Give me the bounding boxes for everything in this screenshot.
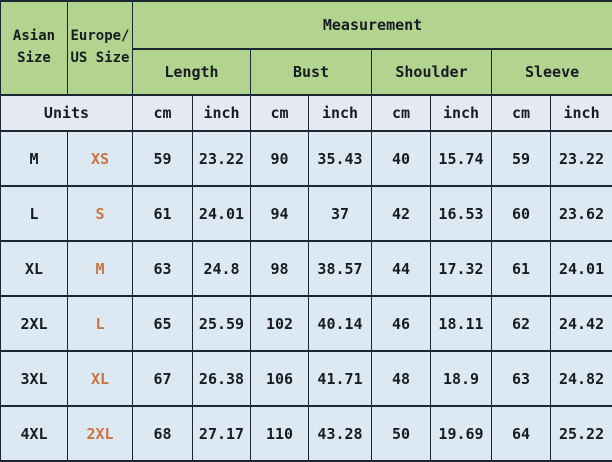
length-cm-cell: 68 bbox=[133, 406, 193, 461]
unit-cell: inch bbox=[309, 95, 372, 131]
bust-cm-cell: 90 bbox=[251, 131, 309, 186]
length-cm-cell: 65 bbox=[133, 296, 193, 351]
shoulder-inch-cell: 16.53 bbox=[431, 186, 492, 241]
length-inch-cell: 25.59 bbox=[193, 296, 251, 351]
shoulder-cm-cell: 42 bbox=[372, 186, 431, 241]
sleeve-cm-cell: 59 bbox=[492, 131, 551, 186]
table-row: 4XL 2XL 68 27.17 110 43.28 50 19.69 64 2… bbox=[1, 406, 612, 461]
table-body: M XS 59 23.22 90 35.43 40 15.74 59 23.22… bbox=[1, 131, 612, 461]
sleeve-cm-cell: 63 bbox=[492, 351, 551, 406]
shoulder-cm-cell: 44 bbox=[372, 241, 431, 296]
bust-cm-cell: 106 bbox=[251, 351, 309, 406]
header-europe-us-size: Europe/US Size bbox=[68, 1, 133, 95]
length-cm-cell: 59 bbox=[133, 131, 193, 186]
asian-size-cell: 2XL bbox=[1, 296, 68, 351]
asian-size-cell: 4XL bbox=[1, 406, 68, 461]
sleeve-inch-cell: 23.62 bbox=[551, 186, 612, 241]
length-inch-cell: 26.38 bbox=[193, 351, 251, 406]
unit-cell: cm bbox=[251, 95, 309, 131]
sleeve-inch-cell: 23.22 bbox=[551, 131, 612, 186]
table-row: L S 61 24.01 94 37 42 16.53 60 23.62 bbox=[1, 186, 612, 241]
sleeve-cm-cell: 61 bbox=[492, 241, 551, 296]
table-row: 2XL L 65 25.59 102 40.14 46 18.11 62 24.… bbox=[1, 296, 612, 351]
shoulder-inch-cell: 19.69 bbox=[431, 406, 492, 461]
asian-size-cell: 3XL bbox=[1, 351, 68, 406]
shoulder-cm-cell: 50 bbox=[372, 406, 431, 461]
europe-us-size-cell: 2XL bbox=[68, 406, 133, 461]
europe-us-size-cell: S bbox=[68, 186, 133, 241]
length-inch-cell: 24.8 bbox=[193, 241, 251, 296]
units-row: Units cm inch cm inch cm inch cm inch bbox=[1, 95, 612, 131]
sleeve-inch-cell: 25.22 bbox=[551, 406, 612, 461]
length-cm-cell: 63 bbox=[133, 241, 193, 296]
table-row: 3XL XL 67 26.38 106 41.71 48 18.9 63 24.… bbox=[1, 351, 612, 406]
bust-cm-cell: 98 bbox=[251, 241, 309, 296]
bust-cm-cell: 94 bbox=[251, 186, 309, 241]
shoulder-inch-cell: 18.9 bbox=[431, 351, 492, 406]
sleeve-inch-cell: 24.82 bbox=[551, 351, 612, 406]
sleeve-inch-cell: 24.42 bbox=[551, 296, 612, 351]
table-row: XL M 63 24.8 98 38.57 44 17.32 61 24.01 bbox=[1, 241, 612, 296]
shoulder-cm-cell: 48 bbox=[372, 351, 431, 406]
table-row: M XS 59 23.22 90 35.43 40 15.74 59 23.22 bbox=[1, 131, 612, 186]
unit-cell: inch bbox=[431, 95, 492, 131]
asian-size-cell: XL bbox=[1, 241, 68, 296]
bust-cm-cell: 110 bbox=[251, 406, 309, 461]
asian-size-cell: M bbox=[1, 131, 68, 186]
shoulder-inch-cell: 18.11 bbox=[431, 296, 492, 351]
bust-inch-cell: 43.28 bbox=[309, 406, 372, 461]
length-inch-cell: 24.01 bbox=[193, 186, 251, 241]
bust-inch-cell: 41.71 bbox=[309, 351, 372, 406]
unit-cell: cm bbox=[492, 95, 551, 131]
bust-inch-cell: 35.43 bbox=[309, 131, 372, 186]
europe-us-size-cell: XL bbox=[68, 351, 133, 406]
sleeve-inch-cell: 24.01 bbox=[551, 241, 612, 296]
header-group-shoulder: Shoulder bbox=[372, 49, 492, 95]
europe-us-size-cell: XS bbox=[68, 131, 133, 186]
unit-cell: cm bbox=[133, 95, 193, 131]
sleeve-cm-cell: 62 bbox=[492, 296, 551, 351]
length-inch-cell: 23.22 bbox=[193, 131, 251, 186]
europe-us-size-cell: L bbox=[68, 296, 133, 351]
header-group-sleeve: Sleeve bbox=[492, 49, 612, 95]
unit-cell: inch bbox=[193, 95, 251, 131]
shoulder-inch-cell: 15.74 bbox=[431, 131, 492, 186]
header-group-bust: Bust bbox=[251, 49, 372, 95]
header-row-measurement: Asian Size Europe/US Size Measurement bbox=[1, 1, 612, 49]
header-group-length: Length bbox=[133, 49, 251, 95]
bust-cm-cell: 102 bbox=[251, 296, 309, 351]
length-inch-cell: 27.17 bbox=[193, 406, 251, 461]
shoulder-cm-cell: 46 bbox=[372, 296, 431, 351]
europe-us-size-cell: M bbox=[68, 241, 133, 296]
bust-inch-cell: 38.57 bbox=[309, 241, 372, 296]
bust-inch-cell: 37 bbox=[309, 186, 372, 241]
unit-cell: inch bbox=[551, 95, 612, 131]
sleeve-cm-cell: 64 bbox=[492, 406, 551, 461]
length-cm-cell: 61 bbox=[133, 186, 193, 241]
asian-size-cell: L bbox=[1, 186, 68, 241]
length-cm-cell: 67 bbox=[133, 351, 193, 406]
shoulder-cm-cell: 40 bbox=[372, 131, 431, 186]
units-label: Units bbox=[1, 95, 133, 131]
bust-inch-cell: 40.14 bbox=[309, 296, 372, 351]
unit-cell: cm bbox=[372, 95, 431, 131]
header-measurement: Measurement bbox=[133, 1, 612, 49]
shoulder-inch-cell: 17.32 bbox=[431, 241, 492, 296]
header-asian-size: Asian Size bbox=[1, 1, 68, 95]
sleeve-cm-cell: 60 bbox=[492, 186, 551, 241]
